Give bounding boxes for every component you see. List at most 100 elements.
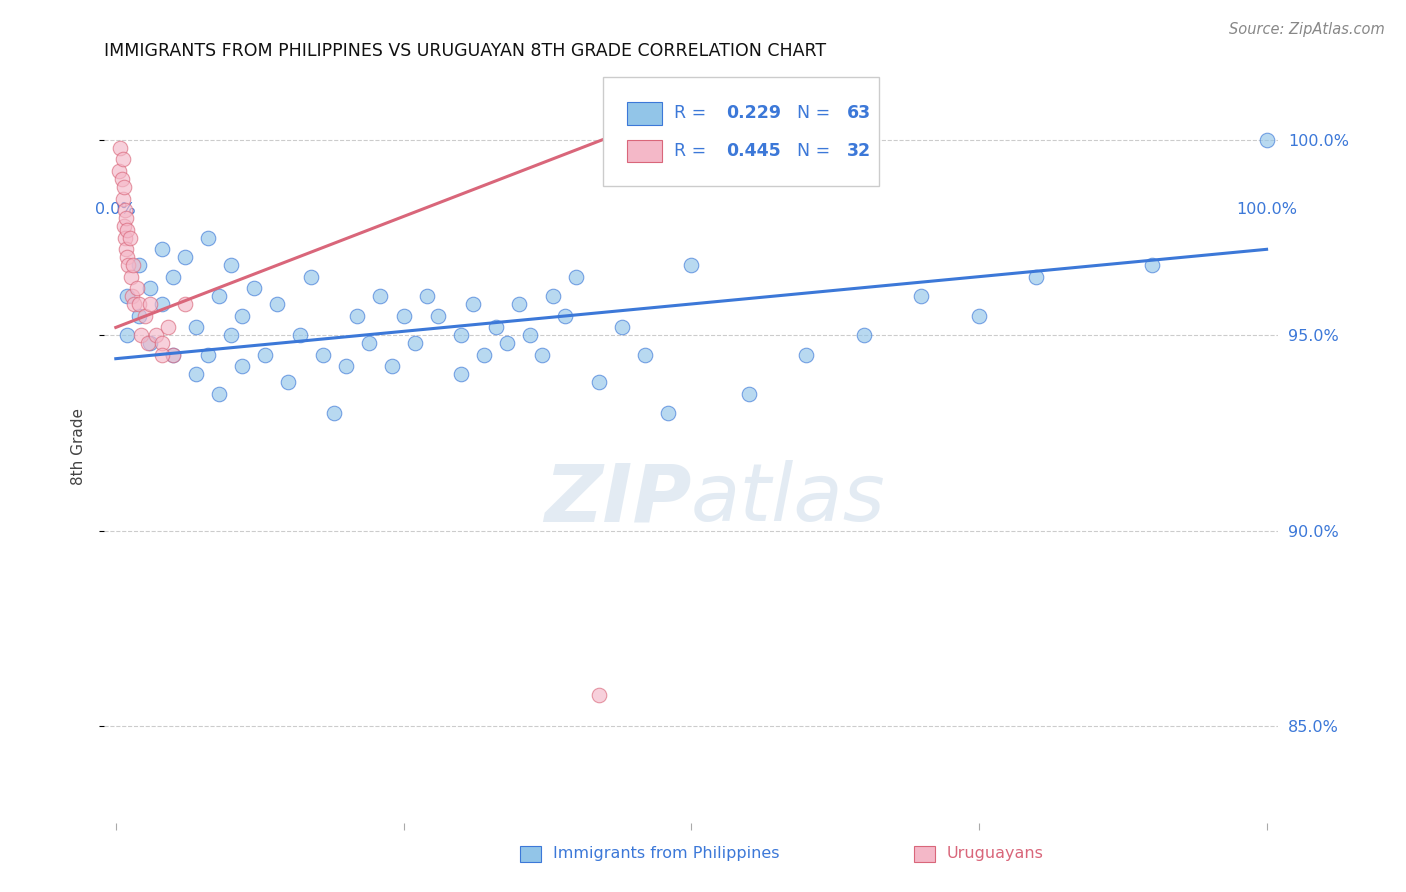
- Point: [117, 223, 139, 237]
- Point: [461, 297, 484, 311]
- Point: [128, 258, 150, 272]
- Y-axis label: 8th Grade: 8th Grade: [72, 408, 86, 485]
- Point: [117, 250, 139, 264]
- Point: [323, 406, 346, 420]
- Point: [208, 387, 231, 401]
- Text: ZIP: ZIP: [544, 460, 692, 539]
- Point: [346, 309, 368, 323]
- Point: [186, 320, 208, 334]
- Point: [197, 348, 219, 362]
- Point: [1256, 133, 1278, 147]
- Point: [128, 297, 150, 311]
- Text: 32: 32: [848, 142, 872, 160]
- Text: R =: R =: [673, 104, 711, 122]
- Point: [277, 375, 299, 389]
- Point: [404, 336, 426, 351]
- Point: [112, 219, 135, 233]
- Point: [554, 309, 576, 323]
- Point: [129, 328, 152, 343]
- Point: [118, 230, 141, 244]
- Point: [301, 269, 323, 284]
- Point: [145, 328, 167, 343]
- Point: [162, 269, 184, 284]
- Point: [657, 406, 679, 420]
- Point: [910, 289, 932, 303]
- Point: [634, 348, 657, 362]
- Point: [139, 336, 162, 351]
- Point: [588, 688, 610, 702]
- Point: [519, 328, 541, 343]
- Point: [219, 328, 242, 343]
- Point: [117, 258, 139, 272]
- Text: IMMIGRANTS FROM PHILIPPINES VS URUGUAYAN 8TH GRADE CORRELATION CHART: IMMIGRANTS FROM PHILIPPINES VS URUGUAYAN…: [104, 42, 827, 60]
- Point: [243, 281, 266, 295]
- Point: [967, 309, 990, 323]
- Point: [120, 269, 142, 284]
- Point: [794, 348, 817, 362]
- Point: [427, 309, 450, 323]
- Point: [508, 297, 530, 311]
- Point: [115, 243, 138, 257]
- Point: [108, 164, 131, 178]
- Point: [1140, 258, 1163, 272]
- Text: N =: N =: [797, 142, 835, 160]
- Point: [266, 297, 288, 311]
- Point: [114, 230, 136, 244]
- Point: [112, 179, 135, 194]
- Point: [852, 328, 875, 343]
- Point: [111, 192, 134, 206]
- Point: [117, 289, 139, 303]
- Point: [208, 289, 231, 303]
- Point: [122, 297, 145, 311]
- Point: [484, 320, 506, 334]
- Point: [588, 375, 610, 389]
- Point: [111, 153, 134, 167]
- Text: 0.0%: 0.0%: [96, 202, 136, 217]
- Point: [381, 359, 404, 374]
- Point: [110, 141, 132, 155]
- FancyBboxPatch shape: [603, 78, 879, 186]
- Point: [162, 348, 184, 362]
- Point: [128, 309, 150, 323]
- Point: [738, 387, 761, 401]
- Point: [392, 309, 415, 323]
- Point: [139, 281, 162, 295]
- Point: [610, 320, 633, 334]
- Point: [450, 368, 472, 382]
- Point: [115, 211, 138, 225]
- Point: [472, 348, 495, 362]
- Point: [110, 172, 132, 186]
- Point: [156, 320, 179, 334]
- Point: [150, 336, 173, 351]
- Text: 63: 63: [848, 104, 872, 122]
- Point: [288, 328, 311, 343]
- Point: [1025, 269, 1047, 284]
- Point: [173, 297, 195, 311]
- Point: [125, 281, 148, 295]
- Point: [415, 289, 437, 303]
- Text: Source: ZipAtlas.com: Source: ZipAtlas.com: [1229, 22, 1385, 37]
- Point: [357, 336, 380, 351]
- Text: Immigrants from Philippines: Immigrants from Philippines: [553, 847, 779, 862]
- Point: [496, 336, 519, 351]
- Text: atlas: atlas: [692, 460, 886, 539]
- Point: [122, 258, 145, 272]
- Point: [370, 289, 392, 303]
- Text: 100.0%: 100.0%: [1236, 202, 1298, 217]
- Text: R =: R =: [673, 142, 711, 160]
- Point: [450, 328, 472, 343]
- Text: 0.229: 0.229: [727, 104, 782, 122]
- Point: [162, 348, 184, 362]
- Text: Uruguayans: Uruguayans: [946, 847, 1043, 862]
- Text: N =: N =: [797, 104, 835, 122]
- Point: [136, 336, 159, 351]
- Point: [150, 348, 173, 362]
- FancyBboxPatch shape: [627, 140, 662, 162]
- Point: [335, 359, 357, 374]
- Point: [117, 328, 139, 343]
- Point: [530, 348, 553, 362]
- Point: [134, 309, 156, 323]
- Point: [541, 289, 564, 303]
- Point: [231, 359, 253, 374]
- Point: [219, 258, 242, 272]
